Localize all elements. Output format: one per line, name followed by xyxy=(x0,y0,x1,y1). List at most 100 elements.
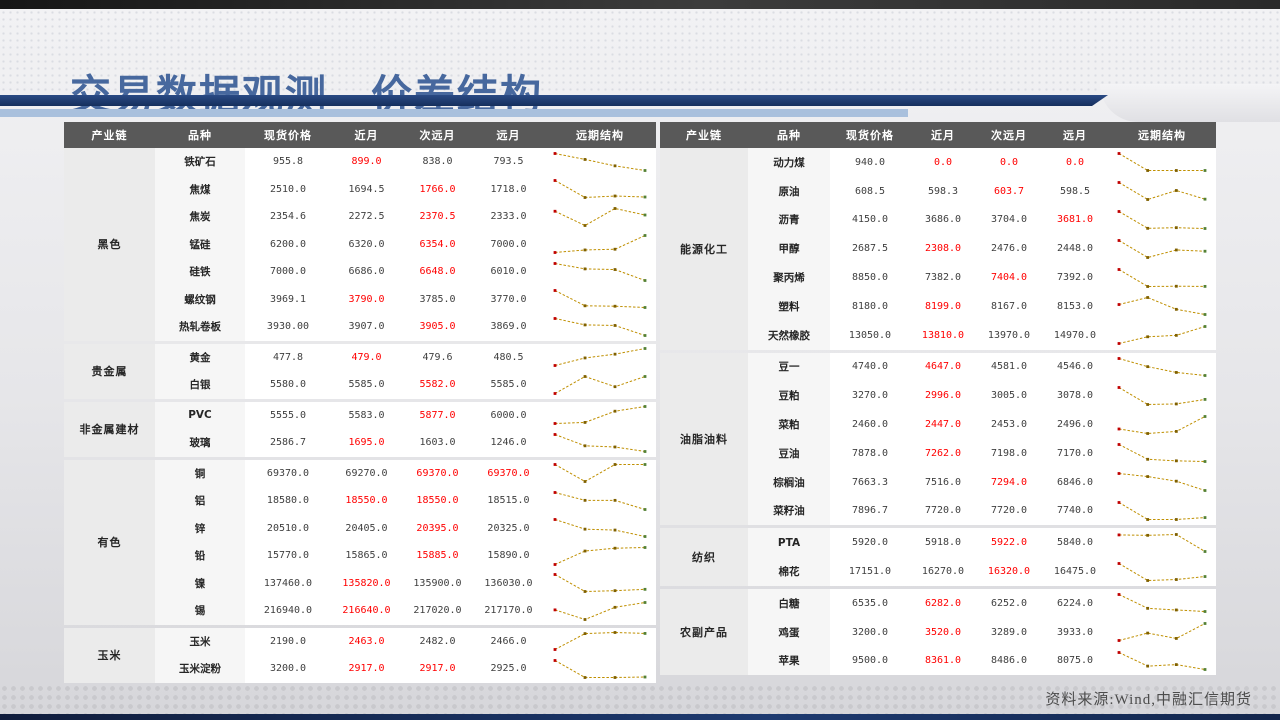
forward-structure-sparkline xyxy=(553,347,647,368)
price-cell: 2453.0 xyxy=(990,419,1028,431)
price-cell: 5585.0 xyxy=(490,379,527,391)
column-header: 现货价格 xyxy=(846,129,894,142)
forward-structure-sparkline xyxy=(1117,532,1207,553)
price-cell: 7262.0 xyxy=(924,447,962,459)
price-cell: 2333.0 xyxy=(490,211,527,223)
price-cell: 69370.0 xyxy=(487,467,530,479)
price-cell: 18550.0 xyxy=(345,495,388,507)
sparkline-cell xyxy=(544,429,656,457)
price-cell: 15885.0 xyxy=(416,550,459,562)
forward-structure-sparkline xyxy=(553,206,647,227)
sparkline-cell xyxy=(544,203,656,231)
price-cell: 4740.0 xyxy=(851,361,889,373)
price-cell: 1718.0 xyxy=(490,183,527,195)
price-cell: 5585.0 xyxy=(348,379,385,391)
price-cell: 2370.5 xyxy=(419,211,456,223)
forward-structure-sparkline xyxy=(553,658,647,679)
sparkline-cell xyxy=(544,655,656,683)
forward-structure-sparkline xyxy=(553,463,647,484)
spread-table-right: 产业链 品种 现货价格 近月 次远月 远月 远期结构 能源化工 动力煤 940.0 0.0 0.0 0… xyxy=(660,122,1216,676)
sparkline-cell xyxy=(1108,528,1216,557)
price-cell: 955.8 xyxy=(272,156,304,168)
column-header: 产业链 xyxy=(91,129,128,142)
sparkline-cell xyxy=(544,515,656,543)
price-cell: 3790.0 xyxy=(348,293,385,305)
price-cell: 2476.0 xyxy=(990,243,1028,255)
price-cell: 217170.0 xyxy=(484,605,533,617)
sparkline-cell xyxy=(1108,381,1216,410)
price-cell: 2354.6 xyxy=(269,211,307,223)
price-cell: 8361.0 xyxy=(924,655,962,667)
price-cell: 2466.0 xyxy=(490,635,527,647)
price-cell: 5922.0 xyxy=(990,537,1028,549)
price-cell: 480.5 xyxy=(493,351,524,363)
price-cell: 6282.0 xyxy=(924,597,962,609)
table-row: 白银 5580.0 5585.0 5582.0 5585.0 xyxy=(155,371,656,399)
variety-cell: 铅 xyxy=(155,542,245,570)
column-header: 品种 xyxy=(188,129,212,142)
price-cell: 8075.0 xyxy=(1056,655,1094,667)
table-row: 玉米 2190.0 2463.0 2482.0 2466.0 xyxy=(155,627,656,655)
table-row: 硅铁 7000.0 6686.0 6648.0 6010.0 xyxy=(155,258,656,286)
price-cell: 5582.0 xyxy=(419,379,456,391)
forward-structure-sparkline xyxy=(1117,385,1207,406)
price-cell: 20395.0 xyxy=(416,522,459,534)
table-row: 锡 216940.0 216640.0 217020.0 217170.0 xyxy=(155,597,656,625)
forward-structure-sparkline xyxy=(1117,325,1207,346)
sparkline-cell xyxy=(1108,647,1216,676)
sparkline-cell xyxy=(544,286,656,314)
price-cell: 69270.0 xyxy=(345,467,388,479)
industry-section: 贵金属 黄金 477.8 479.0 479.6 480.5 白银 5580.0 5585.0 5… xyxy=(64,343,656,399)
column-header: 远月 xyxy=(1063,129,1087,142)
price-cell: 2190.0 xyxy=(269,635,307,647)
variety-cell: 甲醇 xyxy=(748,234,830,264)
variety-cell: 苹果 xyxy=(748,646,830,676)
forward-structure-sparkline xyxy=(553,631,647,652)
variety-cell: 鸡蛋 xyxy=(748,617,830,647)
price-cell: 0.0 xyxy=(999,156,1019,168)
price-cell: 8850.0 xyxy=(851,272,889,284)
variety-cell: 铝 xyxy=(155,487,245,515)
price-cell: 136030.0 xyxy=(484,577,533,589)
price-cell: 6686.0 xyxy=(348,266,385,278)
price-cell: 3704.0 xyxy=(990,214,1028,226)
variety-cell: PVC xyxy=(155,401,245,429)
price-cell: 6535.0 xyxy=(851,597,889,609)
price-cell: 1695.0 xyxy=(348,437,385,449)
variety-cell: 天然橡胶 xyxy=(748,320,830,350)
table-row: 铜 69370.0 69270.0 69370.0 69370.0 xyxy=(155,459,656,487)
price-cell: 13810.0 xyxy=(921,329,965,341)
price-cell: 479.0 xyxy=(351,351,382,363)
price-cell: 7663.3 xyxy=(851,476,889,488)
sparkline-cell xyxy=(544,597,656,625)
table-row: 锰硅 6200.0 6320.0 6354.0 7000.0 xyxy=(155,230,656,258)
price-cell: 8167.0 xyxy=(990,300,1028,312)
table-row: 菜籽油 7896.7 7720.0 7720.0 7740.0 xyxy=(748,496,1216,526)
price-cell: 2496.0 xyxy=(1056,419,1094,431)
variety-cell: 棉花 xyxy=(748,557,830,586)
variety-cell: 动力煤 xyxy=(748,148,830,177)
variety-cell: 沥青 xyxy=(748,205,830,235)
price-cell: 2463.0 xyxy=(348,635,385,647)
table-row: 黄金 477.8 479.0 479.6 480.5 xyxy=(155,343,656,371)
column-header: 品种 xyxy=(777,129,801,142)
table-row: PVC 5555.0 5583.0 5877.0 6000.0 xyxy=(155,401,656,429)
sparkline-cell xyxy=(544,258,656,286)
bottom-border-strip xyxy=(0,714,1280,720)
forward-structure-sparkline xyxy=(1117,561,1207,582)
price-cell: 6000.0 xyxy=(490,409,527,421)
table-row: 沥青 4150.0 3686.0 3704.0 3681.0 xyxy=(748,205,1216,235)
price-cell: 3686.0 xyxy=(924,214,962,226)
sparkline-cell xyxy=(1108,439,1216,468)
price-cell: 5583.0 xyxy=(348,409,385,421)
column-header: 远月 xyxy=(496,129,521,142)
price-cell: 8180.0 xyxy=(851,300,889,312)
table-row: 苹果 9500.0 8361.0 8486.0 8075.0 xyxy=(748,646,1216,676)
table-row: 白糖 6535.0 6282.0 6252.0 6224.0 xyxy=(748,588,1216,618)
column-header: 远期结构 xyxy=(1138,129,1186,142)
forward-structure-sparkline xyxy=(553,316,647,337)
price-cell: 3770.0 xyxy=(490,293,527,305)
header-corner-swoosh xyxy=(1100,84,1280,122)
price-cell: 793.5 xyxy=(493,156,524,168)
top-border-strip xyxy=(0,0,1280,9)
